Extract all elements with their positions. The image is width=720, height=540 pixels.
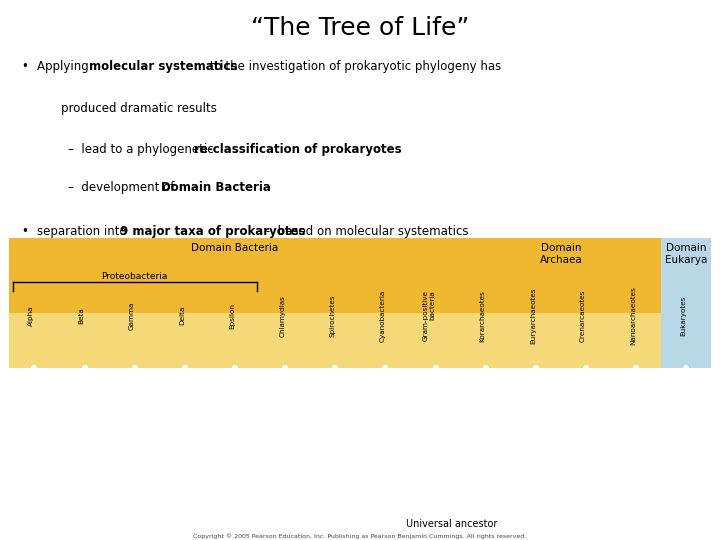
- Bar: [109, 238, 160, 313]
- Text: –  development of: – development of: [68, 181, 179, 194]
- Text: Alpha: Alpha: [28, 305, 35, 326]
- Bar: [310, 313, 361, 368]
- Text: Domain Bacteria: Domain Bacteria: [192, 244, 279, 253]
- Text: Nanoarchaeotes: Nanoarchaeotes: [630, 286, 636, 345]
- Text: -  based on molecular systematics: - based on molecular systematics: [262, 225, 469, 238]
- Text: Eukaryotes: Eukaryotes: [680, 295, 686, 336]
- Text: Domain
Archaea: Domain Archaea: [539, 244, 582, 265]
- Bar: [260, 313, 310, 368]
- Text: re-classification of prokaryotes: re-classification of prokaryotes: [194, 143, 402, 156]
- Text: Beta: Beta: [78, 307, 84, 324]
- Bar: [210, 238, 260, 313]
- Text: Cyanobacteria: Cyanobacteria: [379, 289, 385, 342]
- Bar: [661, 238, 711, 368]
- Bar: [461, 238, 510, 313]
- Bar: [109, 313, 160, 368]
- Text: Korarchaeotes: Korarchaeotes: [480, 289, 486, 341]
- Text: Spirochetes: Spirochetes: [329, 294, 336, 337]
- Text: Domain
Eukarya: Domain Eukarya: [665, 244, 708, 265]
- Text: Universal ancestor: Universal ancestor: [405, 519, 497, 529]
- Text: Domain Bacteria: Domain Bacteria: [161, 181, 271, 194]
- Bar: [461, 313, 510, 368]
- Bar: [210, 313, 260, 368]
- Text: Gram-positive
bacteria: Gram-positive bacteria: [423, 290, 436, 341]
- Bar: [510, 313, 561, 368]
- Bar: [561, 313, 611, 368]
- Text: –  lead to a phylogenetic: – lead to a phylogenetic: [68, 143, 217, 156]
- Bar: [611, 313, 661, 368]
- Text: Chlamydias: Chlamydias: [279, 295, 285, 336]
- Text: Proteobacteria: Proteobacteria: [102, 272, 168, 281]
- Text: •: •: [22, 225, 29, 238]
- Text: Copyright © 2005 Pearson Education, Inc. Publishing as Pearson Benjamin Cummings: Copyright © 2005 Pearson Education, Inc.…: [194, 534, 526, 539]
- Bar: [160, 238, 210, 313]
- Text: Delta: Delta: [179, 306, 185, 325]
- Text: molecular systematics: molecular systematics: [89, 60, 238, 73]
- Bar: [510, 238, 561, 313]
- Text: separation into: separation into: [37, 225, 131, 238]
- Text: produced dramatic results: produced dramatic results: [61, 102, 217, 114]
- Text: Gamma: Gamma: [129, 301, 135, 330]
- Bar: [9, 313, 60, 368]
- Text: Euryarchaeotes: Euryarchaeotes: [530, 287, 536, 344]
- Text: “The Tree of Life”: “The Tree of Life”: [251, 16, 469, 40]
- Bar: [410, 238, 461, 313]
- Text: •: •: [22, 60, 29, 73]
- Bar: [60, 238, 109, 313]
- Bar: [160, 313, 210, 368]
- Bar: [310, 238, 361, 313]
- Bar: [561, 238, 611, 313]
- Text: 9 major taxa of prokaryotes: 9 major taxa of prokaryotes: [120, 225, 305, 238]
- Bar: [260, 238, 310, 313]
- Bar: [9, 238, 60, 313]
- Bar: [361, 313, 410, 368]
- Text: Applying: Applying: [37, 60, 93, 73]
- Text: Crenarcaeotes: Crenarcaeotes: [580, 289, 586, 342]
- Bar: [611, 238, 661, 313]
- Text: to the investigation of prokaryotic phylogeny has: to the investigation of prokaryotic phyl…: [206, 60, 501, 73]
- Text: Epsilon: Epsilon: [229, 302, 235, 328]
- Bar: [60, 313, 109, 368]
- Bar: [410, 313, 461, 368]
- Bar: [361, 238, 410, 313]
